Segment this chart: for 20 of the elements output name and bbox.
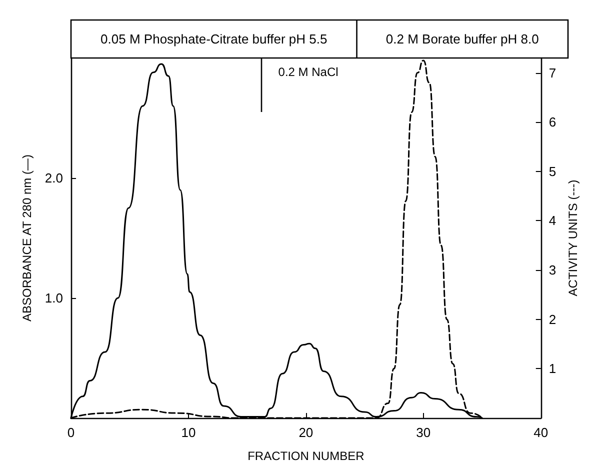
y-tick-label: 2.0: [44, 170, 63, 186]
y2-tick-label: 3: [548, 262, 556, 278]
text: 0.2 M Borate buffer pH 8.0: [386, 32, 539, 46]
y-axis-title: ABSORBANCE AT 280 nm (—): [20, 154, 34, 322]
y2-tick-label: 7: [548, 65, 556, 80]
text: 0.05 M Phosphate-Citrate buffer pH 5.5: [100, 32, 328, 46]
y2-axis-title: ACTIVITY UNITS (---): [566, 180, 580, 296]
y2-tick-label: 4: [548, 213, 556, 228]
x-tick-label: 10: [181, 425, 196, 440]
y2-tick-label: 1: [548, 361, 556, 376]
x-tick-label: 40: [534, 425, 548, 440]
x-tick-label: 20: [298, 425, 314, 440]
x-tick-label: 30: [416, 425, 431, 440]
y2-tick-label: 6: [548, 114, 556, 130]
ref-line-label: 0.2 M NaCl: [278, 65, 338, 79]
x-tick-label: 0: [67, 425, 75, 440]
y2-tick-label: 5: [548, 164, 556, 179]
y-tick-label: 1.0: [44, 290, 63, 306]
x-axis-title: FRACTION NUMBER: [248, 449, 365, 463]
y2-tick-label: 2: [548, 312, 556, 327]
